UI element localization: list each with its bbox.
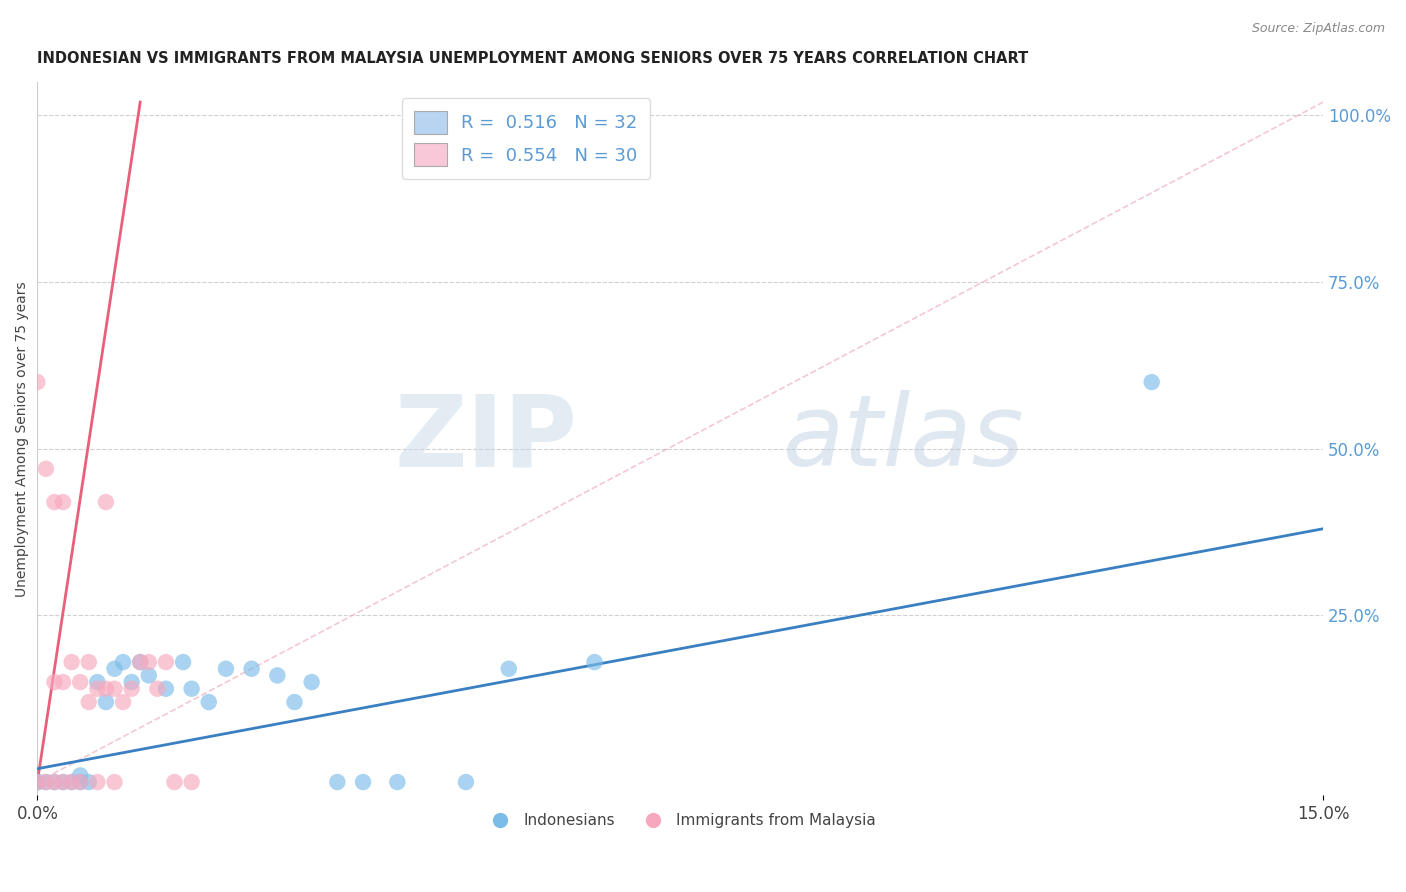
Point: [112, 695, 135, 709]
Point: [44, 775, 66, 789]
Point: [86, 675, 108, 690]
Point: [1140, 375, 1163, 389]
Point: [60, 655, 83, 669]
Point: [129, 655, 152, 669]
Point: [77, 775, 100, 789]
Point: [60, 775, 83, 789]
Point: [77, 695, 100, 709]
Point: [155, 655, 177, 669]
Point: [35, 775, 58, 789]
Point: [197, 695, 219, 709]
Point: [27, 775, 49, 789]
Point: [180, 775, 202, 789]
Text: Source: ZipAtlas.com: Source: ZipAtlas.com: [1251, 22, 1385, 36]
Point: [121, 675, 143, 690]
Point: [69, 775, 91, 789]
Text: atlas: atlas: [783, 391, 1025, 487]
Point: [112, 655, 135, 669]
Point: [121, 681, 143, 696]
Point: [77, 655, 100, 669]
Point: [155, 681, 177, 696]
Point: [266, 668, 288, 682]
Point: [326, 775, 349, 789]
Point: [138, 655, 160, 669]
Point: [172, 655, 194, 669]
Point: [44, 675, 66, 690]
Point: [52, 775, 75, 789]
Point: [27, 775, 49, 789]
Point: [180, 681, 202, 696]
Point: [52, 775, 75, 789]
Point: [44, 775, 66, 789]
Point: [94, 495, 117, 509]
Point: [94, 681, 117, 696]
Legend: Indonesians, Immigrants from Malaysia: Indonesians, Immigrants from Malaysia: [479, 807, 882, 834]
Point: [146, 681, 169, 696]
Point: [69, 775, 91, 789]
Point: [103, 681, 125, 696]
Text: ZIP: ZIP: [395, 391, 578, 487]
Point: [215, 662, 238, 676]
Point: [27, 375, 49, 389]
Point: [35, 462, 58, 476]
Point: [103, 775, 125, 789]
Point: [52, 675, 75, 690]
Point: [69, 768, 91, 782]
Point: [94, 695, 117, 709]
Point: [387, 775, 409, 789]
Point: [352, 775, 374, 789]
Point: [52, 495, 75, 509]
Point: [583, 655, 606, 669]
Point: [103, 662, 125, 676]
Point: [35, 775, 58, 789]
Point: [454, 775, 477, 789]
Point: [86, 775, 108, 789]
Text: INDONESIAN VS IMMIGRANTS FROM MALAYSIA UNEMPLOYMENT AMONG SENIORS OVER 75 YEARS : INDONESIAN VS IMMIGRANTS FROM MALAYSIA U…: [38, 51, 1029, 66]
Y-axis label: Unemployment Among Seniors over 75 years: Unemployment Among Seniors over 75 years: [15, 281, 30, 597]
Point: [44, 495, 66, 509]
Point: [129, 655, 152, 669]
Point: [69, 675, 91, 690]
Point: [240, 662, 263, 676]
Point: [86, 681, 108, 696]
Point: [138, 668, 160, 682]
Point: [60, 775, 83, 789]
Point: [498, 662, 520, 676]
Point: [301, 675, 323, 690]
Point: [163, 775, 186, 789]
Point: [27, 775, 49, 789]
Point: [283, 695, 305, 709]
